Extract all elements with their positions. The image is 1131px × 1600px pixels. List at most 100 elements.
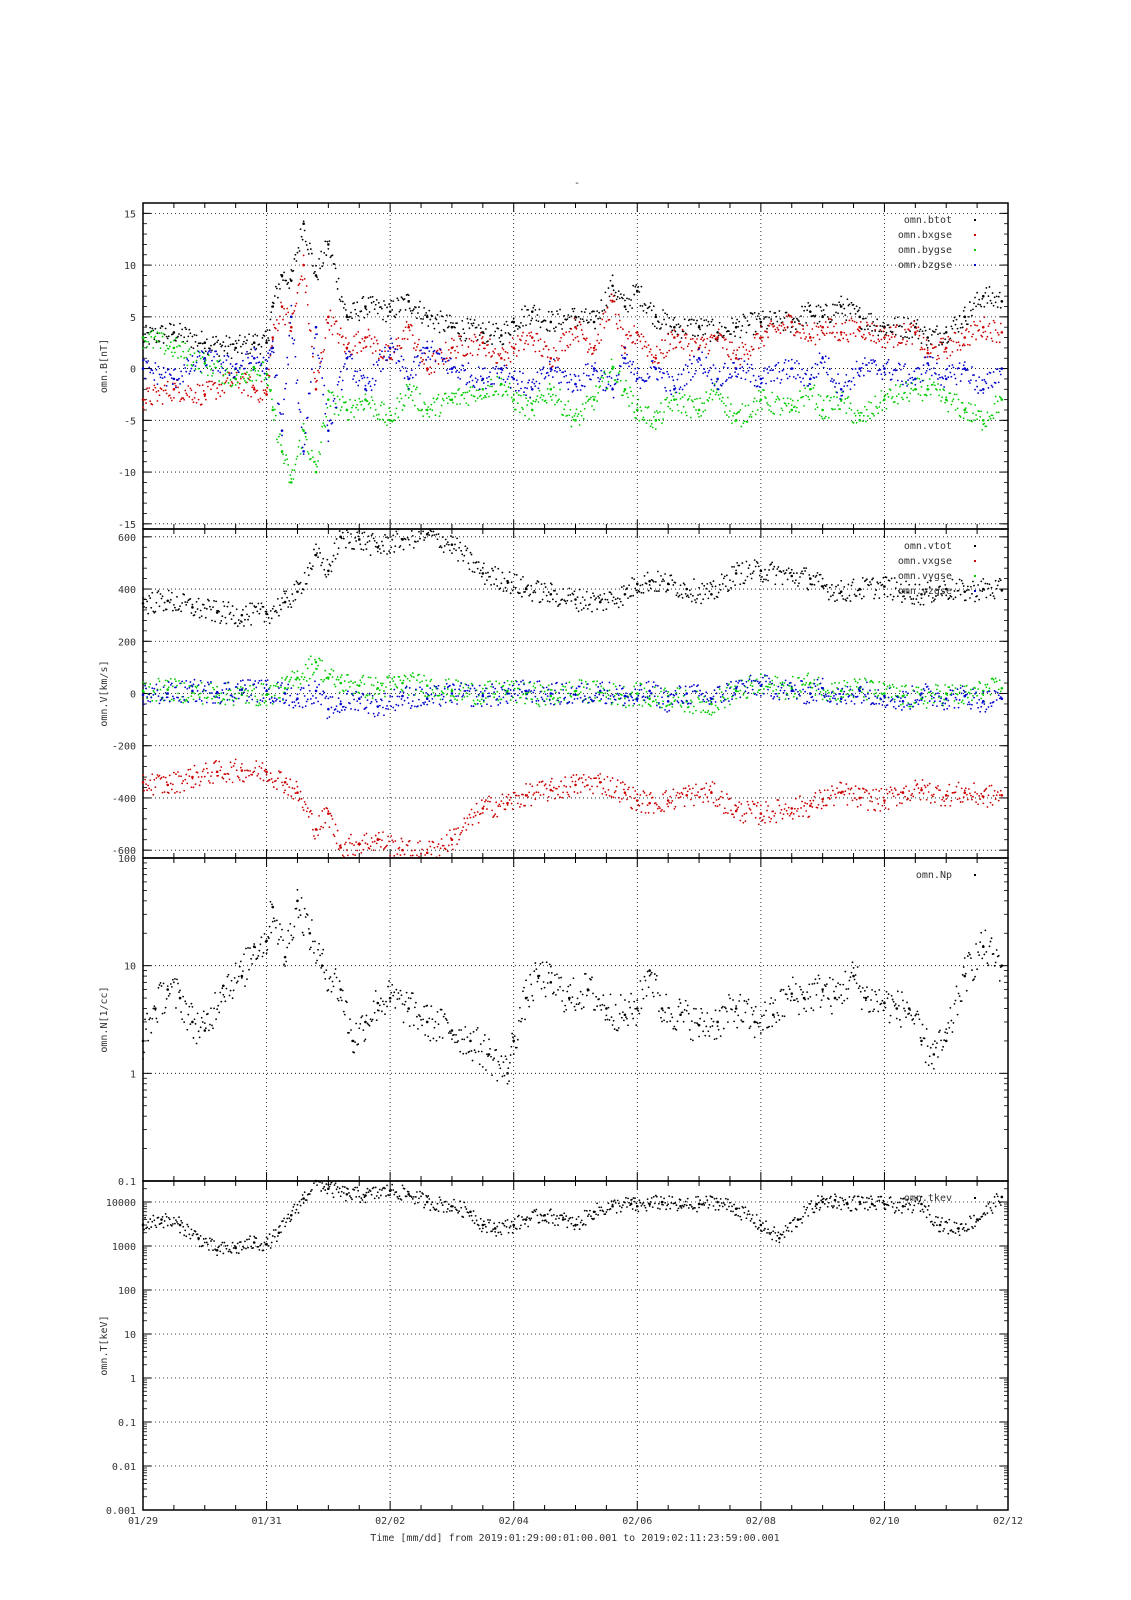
data-point	[535, 398, 538, 401]
data-point	[896, 595, 899, 598]
data-point	[810, 373, 813, 376]
data-point	[320, 825, 323, 828]
data-point	[396, 345, 399, 347]
data-point	[980, 389, 983, 392]
data-point	[185, 370, 188, 373]
data-point	[509, 333, 512, 336]
data-point	[153, 379, 156, 381]
data-point	[348, 418, 350, 421]
data-point	[853, 307, 856, 310]
data-point	[824, 303, 827, 306]
data-point	[171, 333, 174, 336]
data-point	[257, 398, 260, 401]
data-point	[998, 341, 1001, 344]
data-point	[879, 328, 882, 331]
data-point	[821, 355, 824, 358]
data-point	[536, 332, 539, 335]
data-point	[740, 329, 743, 332]
data-point	[337, 341, 340, 344]
data-point	[156, 591, 159, 594]
data-point	[601, 598, 604, 601]
data-point	[981, 590, 984, 593]
data-point	[480, 337, 483, 340]
data-point	[425, 315, 429, 319]
data-point	[175, 609, 177, 611]
data-point	[442, 551, 445, 554]
data-point	[824, 355, 827, 358]
data-point	[410, 369, 413, 371]
data-point	[906, 396, 908, 399]
data-point	[782, 570, 785, 572]
data-point	[512, 393, 515, 396]
data-point	[738, 346, 741, 349]
data-point	[197, 776, 200, 778]
data-point	[241, 608, 244, 611]
data-point	[509, 386, 512, 389]
data-point	[616, 597, 619, 600]
data-point	[511, 400, 514, 403]
data-point	[939, 332, 941, 335]
data-point	[881, 325, 884, 328]
data-point	[249, 379, 251, 382]
data-point	[911, 343, 914, 345]
data-point	[271, 607, 274, 610]
data-point	[278, 770, 280, 773]
data-point	[317, 278, 319, 281]
data-point	[435, 533, 438, 536]
data-point	[489, 371, 491, 374]
data-point	[344, 309, 347, 311]
series-omn.bygse	[141, 329, 1004, 484]
data-point	[506, 378, 509, 380]
data-point	[824, 415, 827, 418]
data-point	[323, 808, 326, 810]
data-point	[985, 338, 988, 341]
data-point	[522, 331, 524, 334]
data-point	[649, 348, 652, 351]
data-point	[495, 365, 498, 368]
data-point	[333, 542, 336, 545]
data-point	[210, 344, 212, 347]
data-point	[569, 408, 572, 411]
data-point	[893, 335, 896, 338]
data-point	[978, 376, 981, 379]
data-point	[169, 374, 172, 377]
data-point	[320, 441, 323, 444]
data-point	[267, 356, 270, 359]
data-point	[864, 337, 867, 339]
data-point	[978, 329, 981, 331]
data-point	[223, 382, 226, 385]
data-point	[967, 402, 970, 404]
data-point	[329, 419, 332, 421]
data-point	[286, 458, 289, 461]
data-point	[962, 364, 965, 367]
data-point	[411, 334, 414, 337]
data-point	[811, 328, 814, 330]
data-point	[762, 580, 764, 583]
data-point	[449, 399, 452, 402]
data-point	[166, 380, 169, 383]
data-point	[980, 580, 983, 583]
data-point	[822, 587, 825, 590]
data-point	[456, 537, 458, 540]
data-point	[616, 327, 619, 330]
data-point	[431, 340, 434, 343]
data-point	[678, 594, 681, 597]
data-point	[447, 325, 450, 328]
data-point	[584, 363, 587, 366]
data-point	[523, 315, 525, 318]
data-point	[289, 603, 292, 606]
data-point	[303, 800, 306, 803]
data-point	[384, 346, 386, 349]
data-point	[296, 590, 299, 593]
data-point	[633, 373, 636, 376]
data-point	[738, 411, 741, 413]
data-point	[316, 465, 318, 468]
data-point	[525, 394, 527, 397]
data-point	[347, 531, 349, 534]
data-point	[649, 425, 652, 428]
data-point	[325, 254, 328, 257]
data-point	[611, 274, 614, 277]
data-point	[848, 379, 851, 382]
data-point	[690, 399, 693, 402]
data-point	[467, 322, 470, 324]
